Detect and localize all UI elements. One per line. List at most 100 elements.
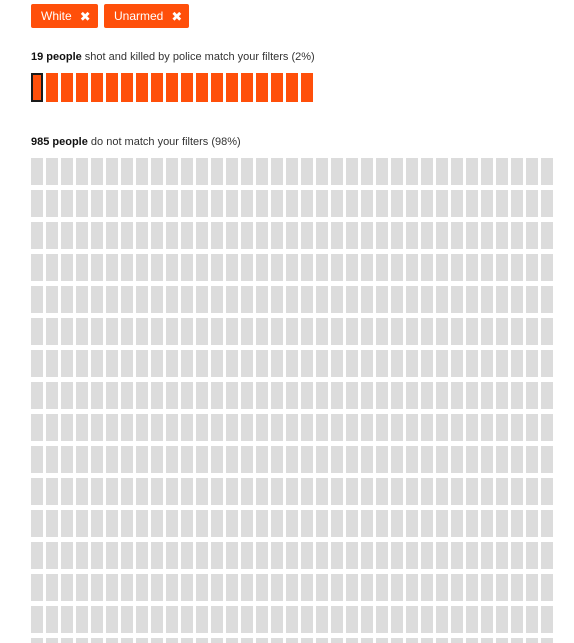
person-marker-nomatch[interactable] xyxy=(61,222,73,249)
person-marker-nomatch[interactable] xyxy=(166,542,178,569)
person-marker-nomatch[interactable] xyxy=(181,254,193,281)
person-marker-nomatch[interactable] xyxy=(451,606,463,633)
person-marker-nomatch[interactable] xyxy=(271,254,283,281)
person-marker-nomatch[interactable] xyxy=(316,638,328,643)
person-marker-nomatch[interactable] xyxy=(526,350,538,377)
person-marker-nomatch[interactable] xyxy=(196,318,208,345)
person-marker-nomatch[interactable] xyxy=(61,318,73,345)
person-marker-nomatch[interactable] xyxy=(46,190,58,217)
person-marker-nomatch[interactable] xyxy=(481,638,493,643)
person-marker-nomatch[interactable] xyxy=(211,478,223,505)
person-marker-nomatch[interactable] xyxy=(256,318,268,345)
person-marker-nomatch[interactable] xyxy=(31,286,43,313)
person-marker-nomatch[interactable] xyxy=(241,542,253,569)
person-marker-nomatch[interactable] xyxy=(496,286,508,313)
person-marker-nomatch[interactable] xyxy=(271,286,283,313)
person-marker-nomatch[interactable] xyxy=(331,350,343,377)
person-marker-nomatch[interactable] xyxy=(421,158,433,185)
person-marker-nomatch[interactable] xyxy=(196,286,208,313)
person-marker-nomatch[interactable] xyxy=(526,446,538,473)
person-marker-nomatch[interactable] xyxy=(526,190,538,217)
person-marker-nomatch[interactable] xyxy=(181,318,193,345)
person-marker-nomatch[interactable] xyxy=(271,350,283,377)
person-marker-nomatch[interactable] xyxy=(31,478,43,505)
person-marker-nomatch[interactable] xyxy=(31,606,43,633)
person-marker-nomatch[interactable] xyxy=(541,286,553,313)
person-marker-nomatch[interactable] xyxy=(31,510,43,537)
person-marker-nomatch[interactable] xyxy=(286,382,298,409)
person-marker-nomatch[interactable] xyxy=(256,254,268,281)
person-marker-nomatch[interactable] xyxy=(151,254,163,281)
person-marker-nomatch[interactable] xyxy=(301,158,313,185)
person-marker-nomatch[interactable] xyxy=(286,414,298,441)
person-marker-nomatch[interactable] xyxy=(121,414,133,441)
person-marker-nomatch[interactable] xyxy=(151,350,163,377)
person-marker-nomatch[interactable] xyxy=(316,606,328,633)
person-marker-nomatch[interactable] xyxy=(271,542,283,569)
person-marker-nomatch[interactable] xyxy=(406,222,418,249)
person-marker-nomatch[interactable] xyxy=(151,478,163,505)
person-marker-nomatch[interactable] xyxy=(286,446,298,473)
person-marker-nomatch[interactable] xyxy=(91,478,103,505)
filter-chip-white[interactable]: White ✖ xyxy=(31,4,98,28)
person-marker-match[interactable] xyxy=(286,73,298,102)
person-marker-nomatch[interactable] xyxy=(316,446,328,473)
person-marker-nomatch[interactable] xyxy=(331,254,343,281)
person-marker-nomatch[interactable] xyxy=(76,382,88,409)
person-marker-nomatch[interactable] xyxy=(541,382,553,409)
person-marker-nomatch[interactable] xyxy=(346,446,358,473)
person-marker-nomatch[interactable] xyxy=(451,318,463,345)
person-marker-nomatch[interactable] xyxy=(391,542,403,569)
person-marker-nomatch[interactable] xyxy=(106,318,118,345)
person-marker-nomatch[interactable] xyxy=(496,478,508,505)
person-marker-nomatch[interactable] xyxy=(541,350,553,377)
person-marker-nomatch[interactable] xyxy=(106,286,118,313)
person-marker-nomatch[interactable] xyxy=(166,638,178,643)
person-marker-nomatch[interactable] xyxy=(226,190,238,217)
person-marker-nomatch[interactable] xyxy=(61,574,73,601)
person-marker-nomatch[interactable] xyxy=(496,382,508,409)
person-marker-nomatch[interactable] xyxy=(76,510,88,537)
person-marker-nomatch[interactable] xyxy=(256,222,268,249)
person-marker-nomatch[interactable] xyxy=(316,414,328,441)
person-marker-nomatch[interactable] xyxy=(361,574,373,601)
person-marker-nomatch[interactable] xyxy=(451,382,463,409)
person-marker-nomatch[interactable] xyxy=(346,222,358,249)
person-marker-nomatch[interactable] xyxy=(286,318,298,345)
person-marker-nomatch[interactable] xyxy=(316,382,328,409)
person-marker-nomatch[interactable] xyxy=(301,350,313,377)
person-marker-nomatch[interactable] xyxy=(346,286,358,313)
person-marker-nomatch[interactable] xyxy=(541,414,553,441)
person-marker-nomatch[interactable] xyxy=(241,222,253,249)
person-marker-nomatch[interactable] xyxy=(376,222,388,249)
person-marker-nomatch[interactable] xyxy=(241,574,253,601)
person-marker-match[interactable] xyxy=(226,73,238,102)
person-marker-nomatch[interactable] xyxy=(331,574,343,601)
person-marker-nomatch[interactable] xyxy=(151,318,163,345)
person-marker-nomatch[interactable] xyxy=(466,542,478,569)
person-marker-nomatch[interactable] xyxy=(436,478,448,505)
person-marker-nomatch[interactable] xyxy=(466,254,478,281)
person-marker-nomatch[interactable] xyxy=(121,510,133,537)
person-marker-nomatch[interactable] xyxy=(256,574,268,601)
person-marker-nomatch[interactable] xyxy=(316,222,328,249)
person-marker-nomatch[interactable] xyxy=(451,190,463,217)
person-marker-nomatch[interactable] xyxy=(376,510,388,537)
person-marker-nomatch[interactable] xyxy=(346,542,358,569)
person-marker-nomatch[interactable] xyxy=(271,158,283,185)
person-marker-nomatch[interactable] xyxy=(301,638,313,643)
person-marker-nomatch[interactable] xyxy=(541,510,553,537)
person-marker-nomatch[interactable] xyxy=(76,350,88,377)
person-marker-nomatch[interactable] xyxy=(106,478,118,505)
person-marker-nomatch[interactable] xyxy=(211,222,223,249)
person-marker-nomatch[interactable] xyxy=(496,318,508,345)
person-marker-nomatch[interactable] xyxy=(136,606,148,633)
person-marker-nomatch[interactable] xyxy=(136,318,148,345)
person-marker-nomatch[interactable] xyxy=(166,382,178,409)
person-marker-nomatch[interactable] xyxy=(76,222,88,249)
person-marker-nomatch[interactable] xyxy=(421,510,433,537)
person-marker-nomatch[interactable] xyxy=(316,286,328,313)
person-marker-nomatch[interactable] xyxy=(166,446,178,473)
person-marker-nomatch[interactable] xyxy=(76,414,88,441)
person-marker-nomatch[interactable] xyxy=(286,190,298,217)
